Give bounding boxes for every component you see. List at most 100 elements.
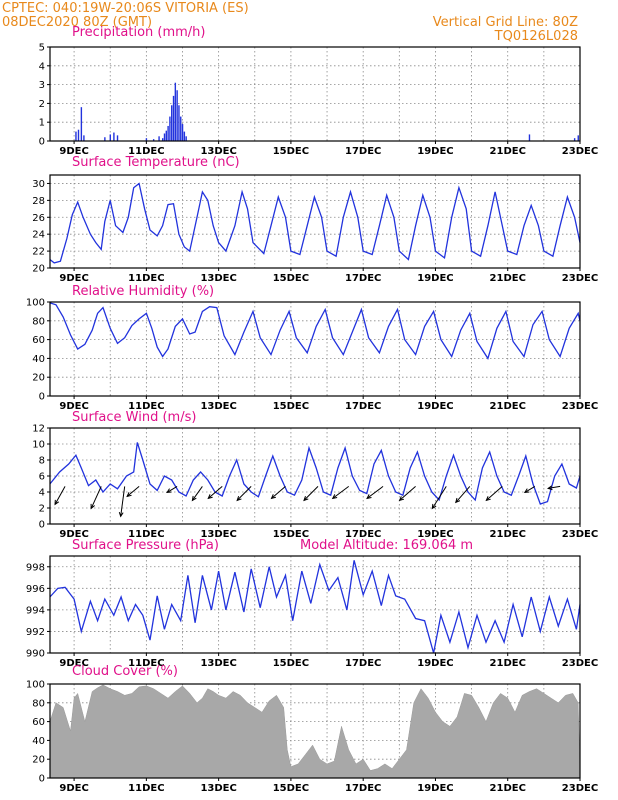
header-model: TQ0126L028 (494, 29, 578, 44)
x-tick-label: 9DEC (59, 273, 88, 284)
y-tick-label: 60 (32, 335, 45, 346)
x-tick-label: 17DEC (345, 529, 381, 540)
precip-bar (174, 82, 177, 141)
temp-frame (49, 174, 581, 269)
precip-bar (165, 130, 167, 141)
temp-series-line (49, 182, 581, 264)
wind-arrow (207, 486, 223, 500)
wind-arrow-shaft (332, 485, 350, 499)
wind-arrow-head (90, 503, 95, 510)
x-tick-label: 21DEC (490, 273, 526, 284)
wind-arrow (431, 486, 447, 510)
y-tick-label: 1 (39, 118, 45, 129)
x-tick-label: 23DEC (562, 401, 598, 412)
y-tick-label: 0 (39, 520, 45, 531)
x-tick-label: 23DEC (562, 783, 598, 794)
wind-arrow (90, 486, 102, 510)
precip-bar (176, 90, 178, 141)
y-tick-label: 998 (26, 562, 45, 573)
x-tick-label: 19DEC (417, 146, 453, 157)
cloud-area (49, 684, 581, 779)
wind-arrow-shaft (54, 486, 66, 505)
x-tick-label: 19DEC (417, 658, 453, 669)
x-tick-label: 15DEC (273, 146, 309, 157)
wind-panel: Surface Wind (m/s) 0 2 4 6 8 10 12 9DEC 11DEC 13DE… (32, 410, 598, 540)
y-tick-label: 996 (26, 584, 45, 595)
y-tick-label: 20 (32, 755, 45, 766)
precip-bar (109, 134, 111, 141)
wind-arrow (166, 485, 178, 493)
wind-series-line (49, 442, 581, 505)
precip-bar (104, 137, 106, 141)
precip-bar (171, 105, 173, 141)
wind-title: Surface Wind (m/s) (72, 410, 196, 425)
precip-bar (80, 107, 83, 141)
x-tick-label: 9DEC (59, 401, 88, 412)
precip-bar (161, 138, 164, 141)
y-tick-label: 20 (32, 373, 45, 384)
rh-frame (49, 301, 581, 397)
x-tick-label: 21DEC (490, 529, 526, 540)
wind-arrow-head (455, 497, 461, 504)
precip-bar (116, 135, 119, 141)
precip-bar (152, 139, 155, 141)
cloud-frame (49, 683, 581, 779)
x-tick-label: 23DEC (562, 273, 598, 284)
x-tick-label: 15DEC (273, 273, 309, 284)
y-tick-label: 26 (32, 213, 45, 224)
wind-arrow-shaft (303, 486, 319, 501)
x-tick-label: 11DEC (128, 658, 164, 669)
y-tick-label: 990 (26, 649, 45, 660)
rh-panel: Relative Humidity (%) 0 20 40 60 80 100 9DEC 11D… (26, 284, 598, 412)
temp-panel: Surface Temperature (nC) 20 22 24 26 28 30 9DEC… (32, 155, 598, 284)
x-tick-label: 11DEC (128, 401, 164, 412)
x-tick-label: 17DEC (345, 783, 381, 794)
y-tick-label: 2 (39, 99, 45, 110)
y-tick-label: 5 (39, 43, 45, 54)
x-tick-label: 9DEC (59, 146, 88, 157)
x-tick-label: 11DEC (128, 529, 164, 540)
precip-bar (528, 134, 531, 141)
rh-title: Relative Humidity (%) (72, 284, 214, 299)
precip-bar (577, 135, 579, 141)
precip-bar (183, 131, 186, 141)
press-panel: Surface Pressure (hPa) Model Altitude: 16… (26, 538, 598, 669)
header-location: CPTEC: 040:19W-20:06S VITORIA (ES) (2, 1, 249, 16)
precip-bar (180, 116, 182, 141)
wind-arrow-shaft (236, 486, 252, 501)
wind-arrow-shaft (431, 486, 447, 509)
y-tick-label: 100 (26, 298, 45, 309)
x-tick-label: 15DEC (273, 658, 309, 669)
y-tick-label: 3 (39, 80, 45, 91)
y-tick-label: 40 (32, 354, 45, 365)
cloud-title: Cloud Cover (%) (72, 664, 178, 679)
y-tick-label: 992 (26, 627, 45, 638)
y-tick-label: 2 (39, 504, 45, 515)
wind-arrow-shaft (271, 486, 286, 499)
y-tick-label: 0 (39, 774, 45, 785)
model-altitude: Model Altitude: 169.064 m (300, 538, 473, 553)
wind-arrow (303, 486, 319, 502)
y-tick-label: 20 (32, 264, 45, 275)
header-date: 08DEC2020 80Z (GMT) (2, 15, 152, 30)
y-tick-label: 994 (26, 605, 45, 616)
x-tick-label: 11DEC (128, 273, 164, 284)
x-tick-label: 13DEC (200, 401, 236, 412)
wind-arrow-head (331, 494, 338, 500)
y-tick-label: 80 (32, 316, 45, 327)
precip-title: Precipitation (mm/h) (72, 25, 205, 40)
wind-arrow-head (207, 494, 213, 500)
x-tick-label: 21DEC (490, 401, 526, 412)
y-tick-label: 0 (39, 137, 45, 148)
wind-arrow (191, 486, 203, 502)
press-frame (49, 555, 581, 654)
wind-arrow (455, 486, 471, 504)
press-series-line (49, 560, 581, 654)
wind-arrow (54, 486, 66, 506)
y-tick-label: 0 (39, 392, 45, 403)
x-tick-label: 15DEC (273, 529, 309, 540)
precip-bar (573, 138, 576, 141)
y-tick-label: 28 (32, 196, 45, 207)
wind-arrow-head (485, 496, 491, 502)
x-tick-label: 21DEC (490, 783, 526, 794)
